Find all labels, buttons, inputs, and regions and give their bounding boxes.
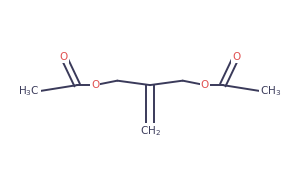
Text: CH$_3$: CH$_3$ <box>260 84 281 98</box>
Text: O: O <box>60 52 68 62</box>
Text: O: O <box>201 80 209 90</box>
Text: O: O <box>232 52 240 62</box>
Text: CH$_2$: CH$_2$ <box>140 124 160 138</box>
Text: H$_3$C: H$_3$C <box>19 84 40 98</box>
Text: O: O <box>91 80 99 90</box>
